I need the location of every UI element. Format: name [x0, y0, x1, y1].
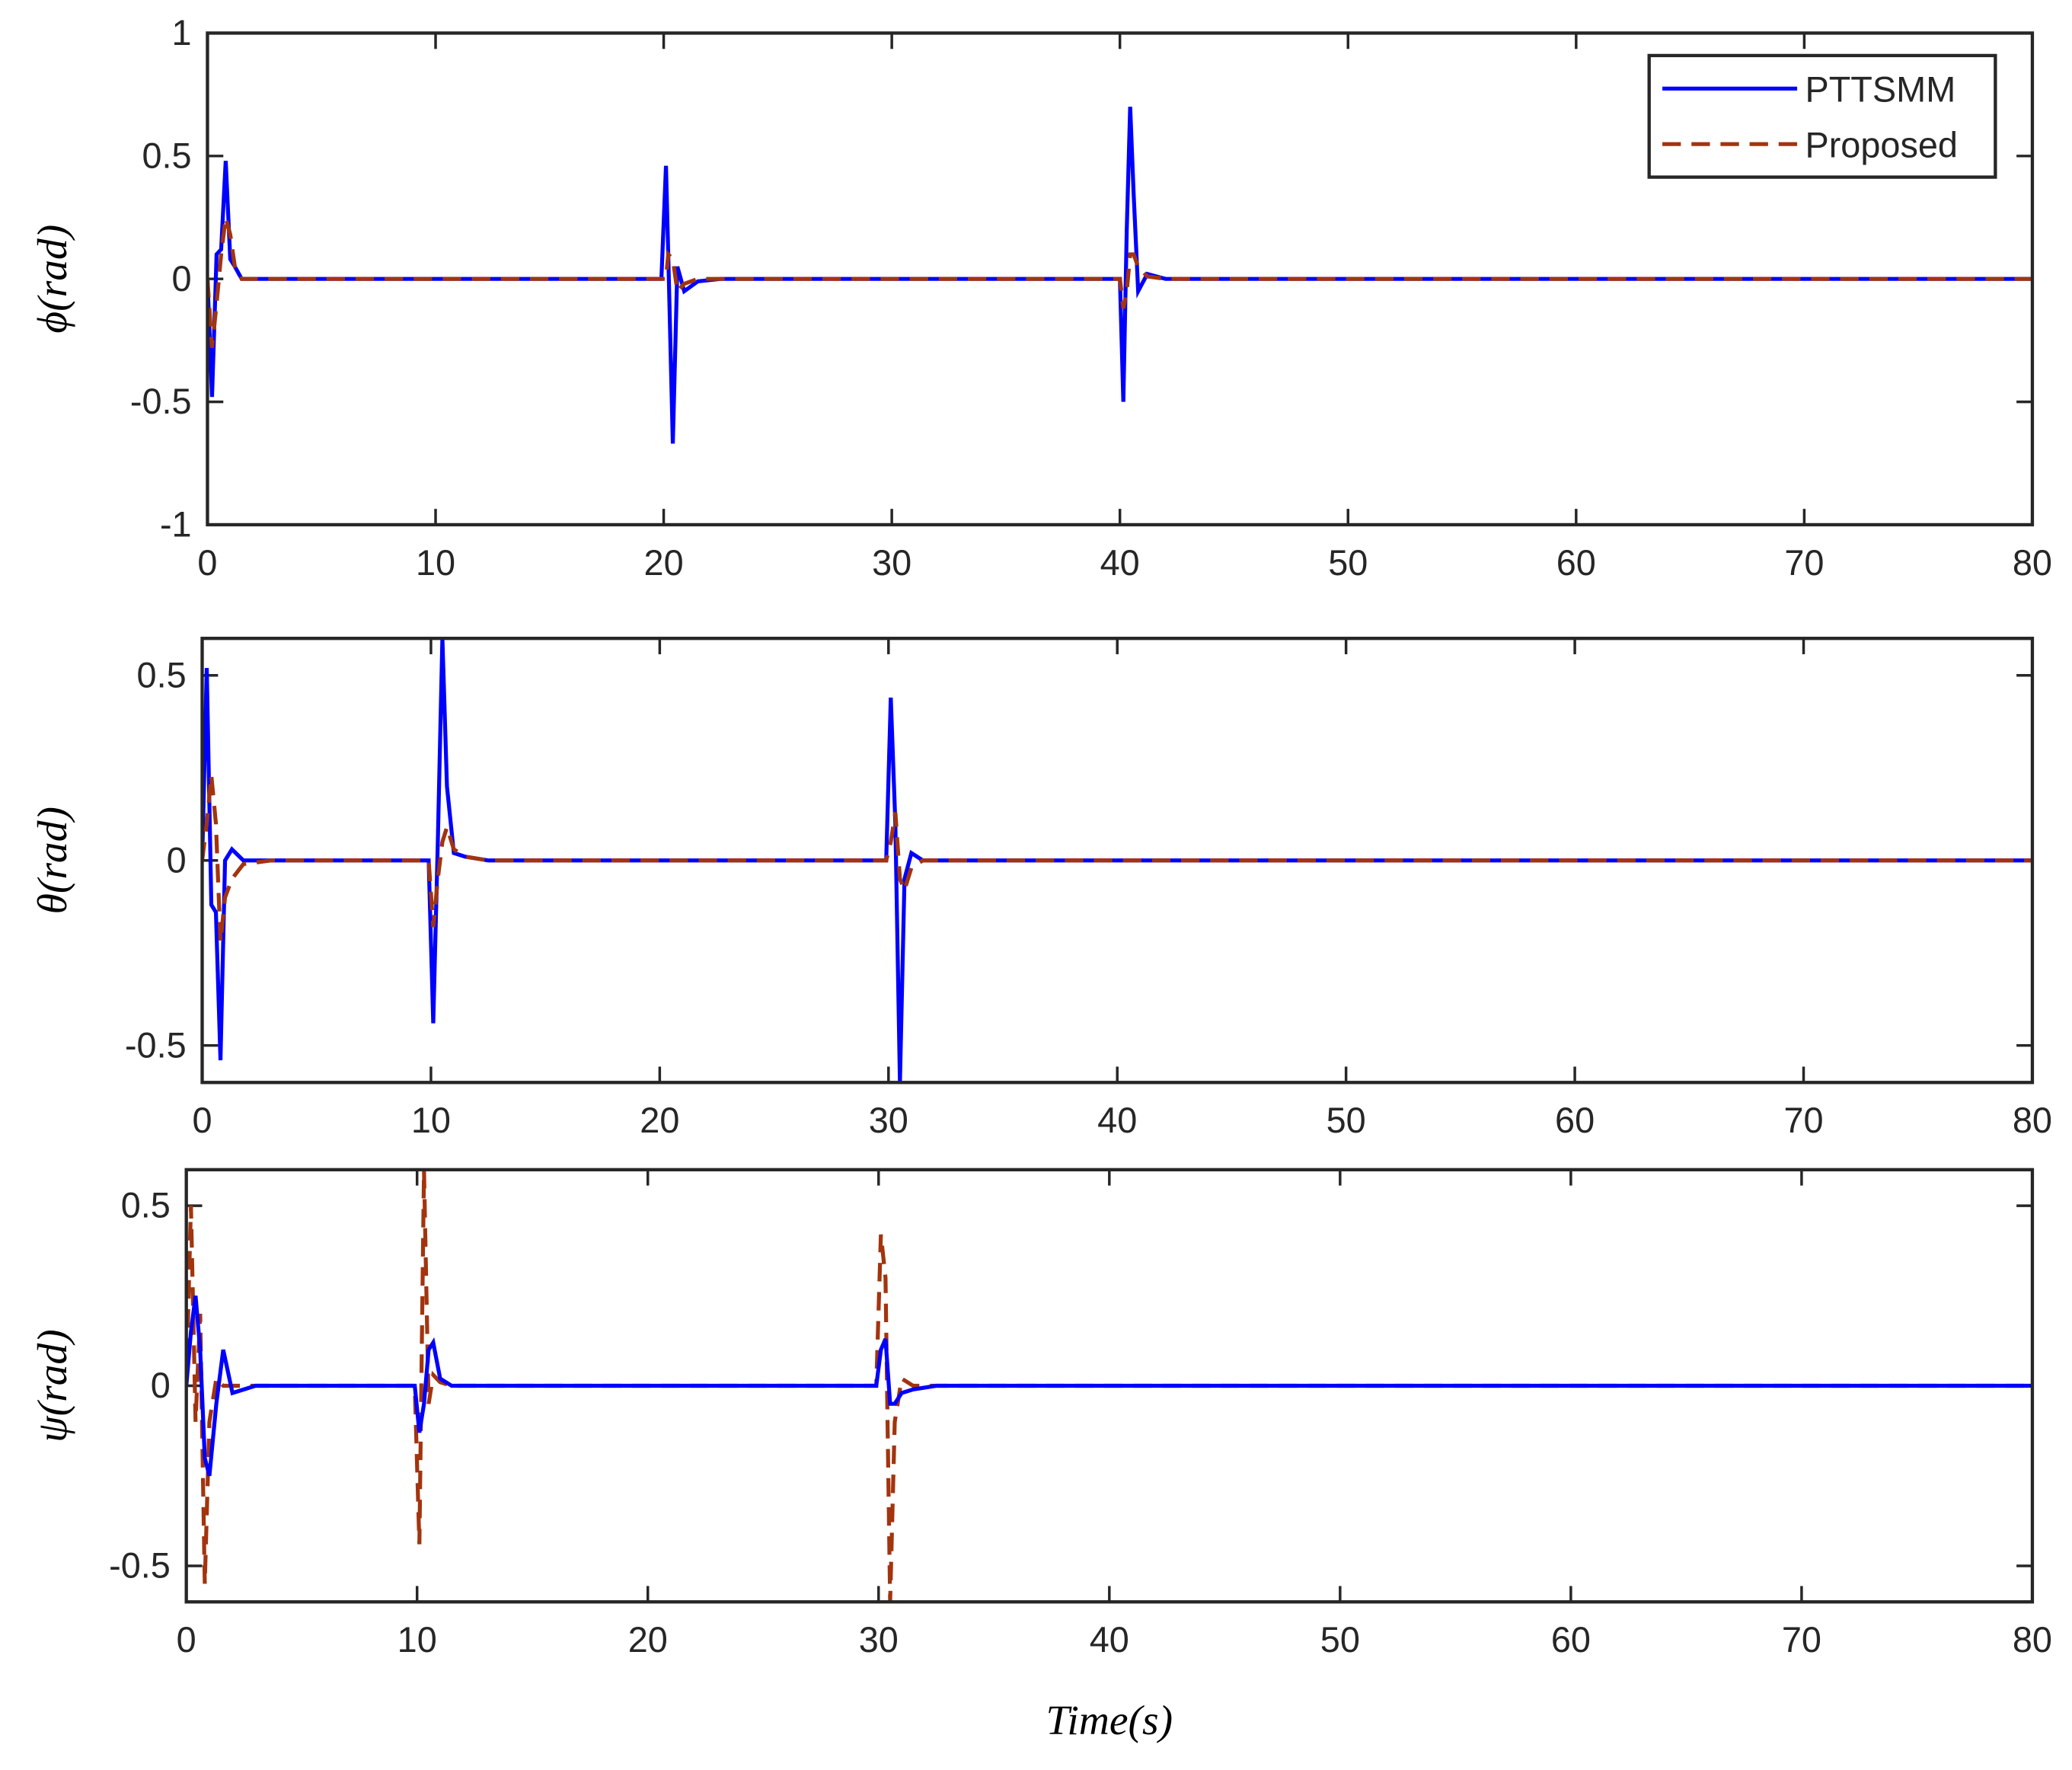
x-tick-label: 80	[2013, 1101, 2052, 1140]
x-tick-label: 10	[416, 543, 455, 583]
x-tick-label: 80	[2013, 1620, 2052, 1660]
series-line	[202, 638, 2032, 1083]
y-axis-label: ϕ(rad)	[30, 225, 76, 334]
x-tick-label: 70	[1783, 1101, 1823, 1140]
x-tick-label: 40	[1090, 1620, 1129, 1660]
x-tick-label: 40	[1100, 543, 1140, 583]
y-tick-label: -0.5	[125, 1025, 187, 1065]
x-tick-label: 60	[1556, 543, 1596, 583]
x-tick-label: 50	[1320, 1620, 1360, 1660]
subplot: 0 10 20 30 40 50 60 70 80 -1 -0.5 0 0.5 1 ϕ(rad) PTTSMM…	[30, 13, 2052, 583]
subplot: 0 10 20 30 40 50 60 70 80-0.500.5ψ(rad)Time(s)	[30, 1168, 2052, 1744]
y-tick-label: 0	[151, 1366, 171, 1405]
x-tick-label: 10	[397, 1620, 437, 1660]
x-tick-label: 50	[1327, 1101, 1366, 1140]
y-tick-label: 0.5	[137, 655, 187, 695]
series-line	[186, 1295, 2032, 1477]
x-tick-label: 80	[2013, 543, 2052, 583]
series-line	[186, 1169, 2032, 1602]
axes-box	[184, 1168, 2035, 1604]
x-tick-label: 30	[869, 1101, 908, 1140]
y-tick-label: -1	[160, 505, 192, 545]
legend-label: Proposed	[1805, 126, 1958, 165]
y-tick-label: 0.5	[142, 136, 191, 175]
legend: PTTSMM Proposed	[1647, 53, 1997, 179]
x-tick-label: 10	[411, 1101, 451, 1140]
x-tick-label: 50	[1328, 543, 1368, 583]
series-line	[202, 775, 2032, 942]
y-tick-label: 1	[172, 13, 192, 53]
x-tick-label: 0	[177, 1620, 196, 1660]
legend-box	[1647, 53, 1997, 179]
axes-box	[206, 31, 2035, 527]
legend-label: PTTSMM	[1805, 70, 1955, 110]
series-line	[207, 107, 2032, 444]
subplot: 0 10 20 30 40 50 60 70 80-0.500.5θ(rad)	[30, 637, 2052, 1140]
axes-box	[200, 637, 2035, 1085]
x-tick-label: 40	[1097, 1101, 1137, 1140]
x-tick-label: 20	[640, 1101, 679, 1140]
x-tick-label: 0	[192, 1101, 212, 1140]
x-tick-label: 60	[1555, 1101, 1595, 1140]
y-tick-label: 0.5	[121, 1186, 171, 1225]
y-tick-label: -0.5	[130, 382, 192, 421]
series-line	[207, 216, 2032, 348]
y-axis-label: θ(rad)	[30, 807, 76, 914]
y-tick-label: -0.5	[109, 1546, 171, 1586]
x-tick-label: 30	[859, 1620, 899, 1660]
x-tick-label: 60	[1551, 1620, 1591, 1660]
x-tick-label: 70	[1784, 543, 1824, 583]
x-axis-label: Time(s)	[1046, 1698, 1173, 1744]
y-tick-label: 0	[167, 840, 187, 880]
x-tick-label: 0	[197, 543, 217, 583]
x-tick-label: 70	[1782, 1620, 1821, 1660]
x-tick-label: 30	[872, 543, 911, 583]
x-tick-label: 20	[644, 543, 684, 583]
y-tick-label: 0	[172, 259, 192, 299]
x-tick-label: 20	[628, 1620, 668, 1660]
y-axis-label: ψ(rad)	[30, 1329, 76, 1443]
